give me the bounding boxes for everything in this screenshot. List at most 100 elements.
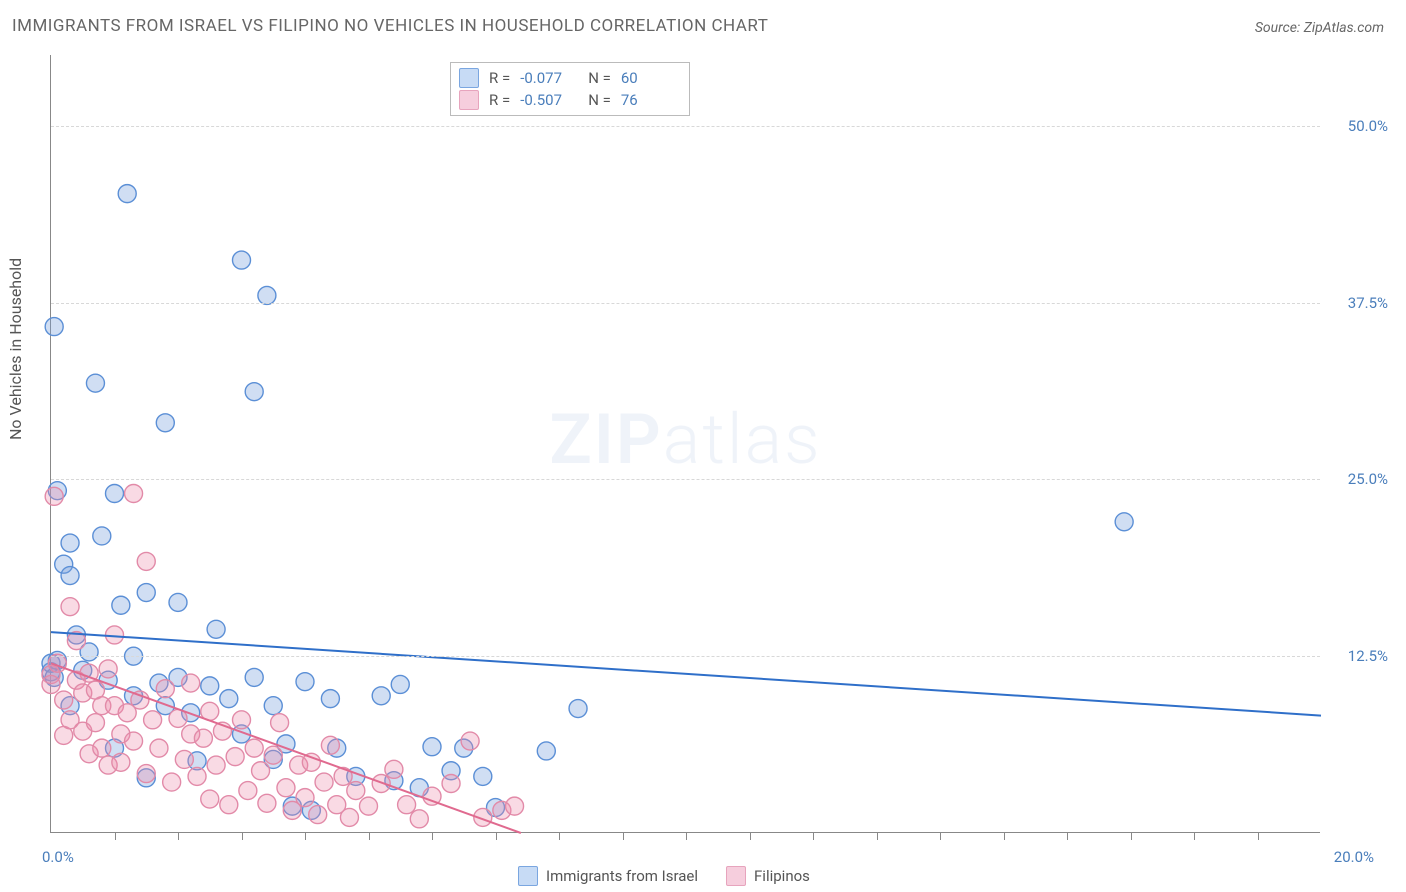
- data-point: [252, 762, 270, 780]
- data-point: [61, 567, 79, 585]
- x-tick: [1131, 832, 1132, 840]
- x-tick: [940, 832, 941, 840]
- data-point: [264, 697, 282, 715]
- legend-swatch: [459, 90, 479, 110]
- data-point: [442, 774, 460, 792]
- legend-item: Filipinos: [726, 866, 810, 886]
- r-label: R =: [489, 91, 510, 109]
- y-tick-label: 12.5%: [1348, 647, 1388, 665]
- data-point: [569, 700, 587, 718]
- legend-label: Filipinos: [754, 867, 810, 885]
- n-label: N =: [588, 91, 611, 109]
- data-point: [360, 797, 378, 815]
- data-point: [201, 677, 219, 695]
- x-tick: [813, 832, 814, 840]
- data-point: [112, 753, 130, 771]
- data-point: [55, 691, 73, 709]
- n-label: N =: [588, 69, 611, 87]
- data-point: [61, 598, 79, 616]
- x-tick: [750, 832, 751, 840]
- gridline: [51, 126, 1320, 127]
- data-point: [277, 779, 295, 797]
- x-tick: [1067, 832, 1068, 840]
- r-value: -0.077: [520, 69, 578, 87]
- data-point: [340, 808, 358, 826]
- regression-line: [51, 632, 1321, 715]
- source-name: ZipAtlas.com: [1304, 20, 1384, 36]
- data-point: [93, 527, 111, 545]
- data-point: [118, 185, 136, 203]
- legend-label: Immigrants from Israel: [546, 867, 698, 885]
- data-point: [233, 251, 251, 269]
- data-point: [125, 485, 143, 503]
- data-point: [112, 596, 130, 614]
- data-point: [226, 748, 244, 766]
- legend-swatch: [726, 866, 746, 886]
- data-point: [461, 732, 479, 750]
- data-point: [45, 318, 63, 336]
- x-tick: [686, 832, 687, 840]
- x-tick: [496, 832, 497, 840]
- x-tick: [178, 832, 179, 840]
- data-point: [239, 782, 257, 800]
- data-point: [156, 414, 174, 432]
- data-point: [156, 680, 174, 698]
- y-tick-label: 37.5%: [1348, 294, 1388, 312]
- x-tick: [623, 832, 624, 840]
- x-tick: [369, 832, 370, 840]
- x-tick: [1004, 832, 1005, 840]
- data-point: [385, 760, 403, 778]
- data-point: [321, 736, 339, 754]
- data-point: [220, 796, 238, 814]
- correlation-legend: R =-0.077N =60R =-0.507N =76: [450, 62, 690, 116]
- chart-title: IMMIGRANTS FROM ISRAEL VS FILIPINO NO VE…: [12, 16, 768, 36]
- legend-item: Immigrants from Israel: [518, 866, 698, 886]
- data-point: [169, 593, 187, 611]
- x-tick: [1258, 832, 1259, 840]
- data-point: [86, 714, 104, 732]
- data-point: [391, 675, 409, 693]
- data-point: [245, 739, 263, 757]
- x-tick: [559, 832, 560, 840]
- data-point: [245, 383, 263, 401]
- data-point: [233, 711, 251, 729]
- data-point: [506, 797, 524, 815]
- n-value: 76: [621, 91, 679, 109]
- y-tick-label: 25.0%: [1348, 470, 1388, 488]
- data-point: [45, 487, 63, 505]
- data-point: [474, 767, 492, 785]
- data-point: [99, 660, 117, 678]
- gridline: [51, 656, 1320, 657]
- legend-swatch: [518, 866, 538, 886]
- source-credit: Source: ZipAtlas.com: [1255, 20, 1384, 36]
- data-point: [315, 773, 333, 791]
- data-point: [537, 742, 555, 760]
- data-point: [182, 674, 200, 692]
- data-point: [93, 739, 111, 757]
- data-point: [61, 534, 79, 552]
- legend-row: R =-0.077N =60: [459, 67, 679, 89]
- data-point: [163, 773, 181, 791]
- data-point: [144, 711, 162, 729]
- chart-svg: [51, 55, 1320, 832]
- r-value: -0.507: [520, 91, 578, 109]
- y-axis-title: No Vehicles in Household: [6, 258, 25, 440]
- data-point: [1115, 513, 1133, 531]
- y-tick-label: 50.0%: [1348, 117, 1388, 135]
- data-point: [207, 756, 225, 774]
- gridline: [51, 479, 1320, 480]
- legend-swatch: [459, 68, 479, 88]
- data-point: [264, 746, 282, 764]
- data-point: [106, 485, 124, 503]
- data-point: [194, 729, 212, 747]
- data-point: [245, 668, 263, 686]
- data-point: [188, 767, 206, 785]
- data-point: [423, 738, 441, 756]
- data-point: [201, 790, 219, 808]
- data-point: [296, 673, 314, 691]
- data-point: [207, 620, 225, 638]
- data-point: [258, 794, 276, 812]
- data-point: [86, 374, 104, 392]
- x-tick: [432, 832, 433, 840]
- plot-area: ZIPatlas: [50, 55, 1320, 833]
